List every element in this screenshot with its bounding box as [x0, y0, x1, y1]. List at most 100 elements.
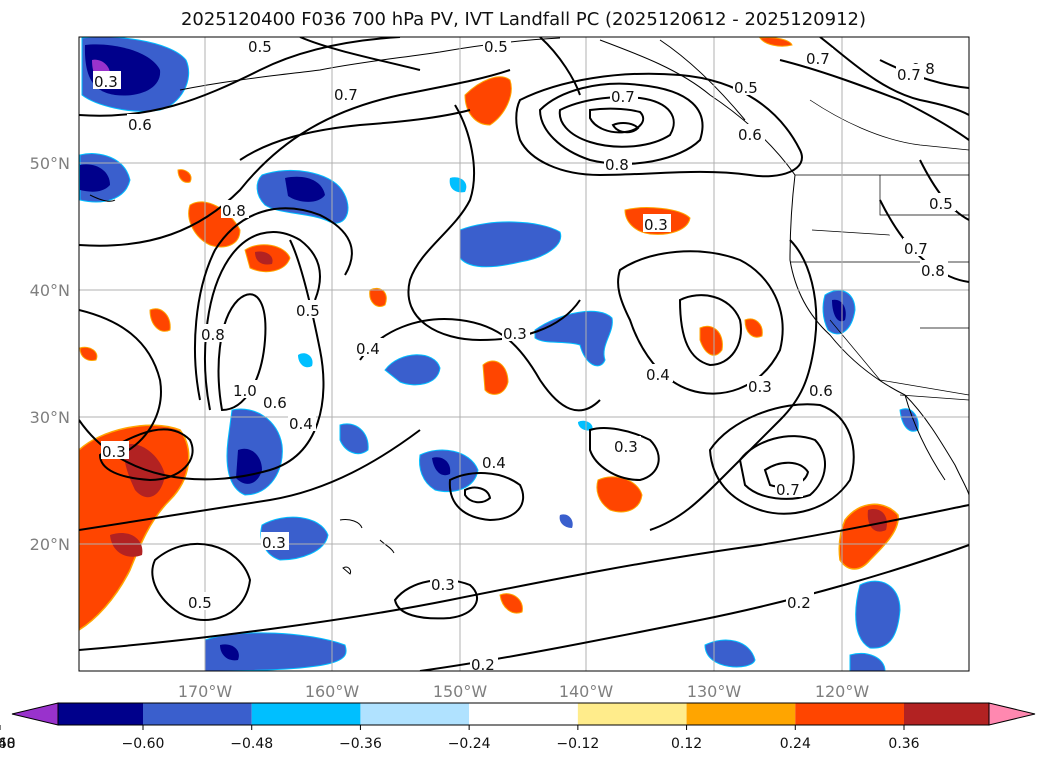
contour-label: 0.3	[431, 576, 455, 594]
colorbar-segment	[795, 703, 904, 725]
contour-label: 0.7	[897, 66, 921, 84]
contour-label: 0.3	[503, 325, 527, 343]
colorbar-segment	[143, 703, 252, 725]
contour-label: 0.5	[734, 79, 758, 97]
colorbar-tick-label: 0.36	[888, 736, 919, 752]
contour-label: 0.4	[646, 366, 670, 384]
pos-anomaly	[759, 37, 793, 47]
latitude-labels: 50°N 40°N 30°N 20°N	[30, 154, 70, 554]
contour-label: 0.6	[738, 126, 762, 144]
lat-label: 20°N	[30, 535, 70, 554]
colorbar-segment	[58, 703, 143, 725]
lat-label: 40°N	[30, 281, 70, 300]
baja	[904, 394, 946, 481]
coastlines	[89, 37, 969, 575]
contour-label: 0.7	[806, 50, 830, 68]
pos-anomaly	[499, 593, 523, 614]
pos-anomaly	[482, 360, 509, 395]
lon-label: 120°W	[815, 682, 870, 701]
hawaii-islands	[339, 519, 395, 575]
colorbar-tick-label: −0.12	[556, 736, 599, 752]
neg-anomaly	[459, 221, 562, 268]
shaded-fields	[79, 37, 919, 671]
colorbar-tick-label: −0.60	[122, 736, 165, 752]
contour-labels: 0.5 0.5 0.6 0.7 0.7 0.5 0.8 0.7 0.8 0.7 …	[93, 37, 956, 674]
neg-anomaly-core	[220, 644, 239, 661]
neg-anomaly	[339, 423, 369, 455]
colorbar-frame	[57, 702, 990, 726]
neg-anomaly-core	[236, 448, 262, 484]
neg-anomaly	[384, 354, 441, 386]
neg-anomaly-small	[559, 514, 573, 528]
colorbar-segment	[469, 703, 578, 725]
contour-label: 0.3	[644, 216, 668, 234]
gridlines	[79, 37, 969, 671]
contour-label: 0.7	[904, 240, 928, 258]
colorbar-segment	[686, 703, 796, 725]
contour-label: 0.3	[94, 73, 118, 91]
neg-anomaly-small	[298, 353, 313, 368]
chart-title: 2025120400 F036 700 hPa PV, IVT Landfall…	[180, 9, 867, 30]
contour-label: 0.2	[471, 656, 495, 674]
contour-label: 0.3	[614, 438, 638, 456]
neg-anomaly-core	[285, 176, 325, 202]
contour-label: 0.8	[921, 262, 945, 280]
neg-anomaly-core	[80, 164, 110, 192]
neg-anomaly	[204, 632, 347, 671]
colorbar-extend-low	[11, 702, 59, 726]
pos-anomaly-core	[110, 532, 143, 557]
colorbar-tick-label: 0.12	[671, 736, 702, 752]
contour-label: 0.5	[484, 38, 508, 56]
neg-anomaly-small	[578, 420, 593, 431]
contour-label: 0.6	[263, 394, 287, 412]
lon-label: 140°W	[559, 682, 614, 701]
colorbar-tick-label: −0.48	[230, 736, 273, 752]
contour-label: 0.6	[809, 382, 833, 400]
contour-label: 0.4	[356, 340, 380, 358]
contour-label: 0.5	[296, 302, 320, 320]
contour-label: 0.5	[929, 195, 953, 213]
contour-label: 0.7	[334, 86, 358, 104]
contour-label: 0.5	[188, 594, 212, 612]
lat-label: 30°N	[30, 408, 70, 427]
contour-label: 0.6	[128, 116, 152, 134]
pos-anomaly	[177, 169, 192, 183]
lat-label: 50°N	[30, 154, 70, 173]
map-plot-area: 0.5 0.5 0.6 0.7 0.7 0.5 0.8 0.7 0.8 0.7 …	[79, 37, 969, 674]
colorbar-segment	[577, 703, 687, 725]
pos-anomaly	[744, 318, 763, 338]
contour-label: 0.3	[748, 378, 772, 396]
pos-anomaly	[149, 308, 171, 332]
colorbar-segment	[360, 703, 470, 725]
colorbar-tick-label: −0.24	[448, 736, 491, 752]
lon-label: 130°W	[687, 682, 742, 701]
contour-label: 0.8	[605, 156, 629, 174]
colorbar-tick-label: 0.48	[0, 736, 16, 752]
pos-anomaly-core	[255, 251, 273, 265]
contour-label: 0.4	[289, 415, 313, 433]
contour-label: 0.8	[222, 202, 246, 220]
us-west-coast	[789, 174, 969, 496]
pos-anomaly-core	[867, 509, 887, 532]
contour-label: 0.5	[248, 38, 272, 56]
neg-anomaly-core	[432, 457, 451, 476]
colorbar-segment	[251, 703, 361, 725]
lon-label: 170°W	[178, 682, 233, 701]
contour-label: 1.0	[233, 382, 257, 400]
colorbar-tick-label: 0.24	[780, 736, 811, 752]
contour-label: 0.7	[776, 481, 800, 499]
map-frame	[78, 36, 970, 672]
neg-anomaly	[534, 310, 613, 367]
lon-label: 160°W	[305, 682, 360, 701]
pos-anomaly	[464, 76, 512, 126]
bering-coast	[89, 194, 116, 202]
lon-label: 150°W	[433, 682, 488, 701]
pos-anomaly	[79, 346, 98, 361]
neg-anomaly	[855, 580, 901, 649]
pos-anomaly	[369, 287, 387, 307]
pos-anomaly	[188, 201, 241, 248]
pos-anomaly	[699, 325, 723, 356]
contour-label: 0.8	[201, 326, 225, 344]
colorbar-tick-label: −0.36	[339, 736, 382, 752]
neg-anomaly	[849, 653, 886, 671]
